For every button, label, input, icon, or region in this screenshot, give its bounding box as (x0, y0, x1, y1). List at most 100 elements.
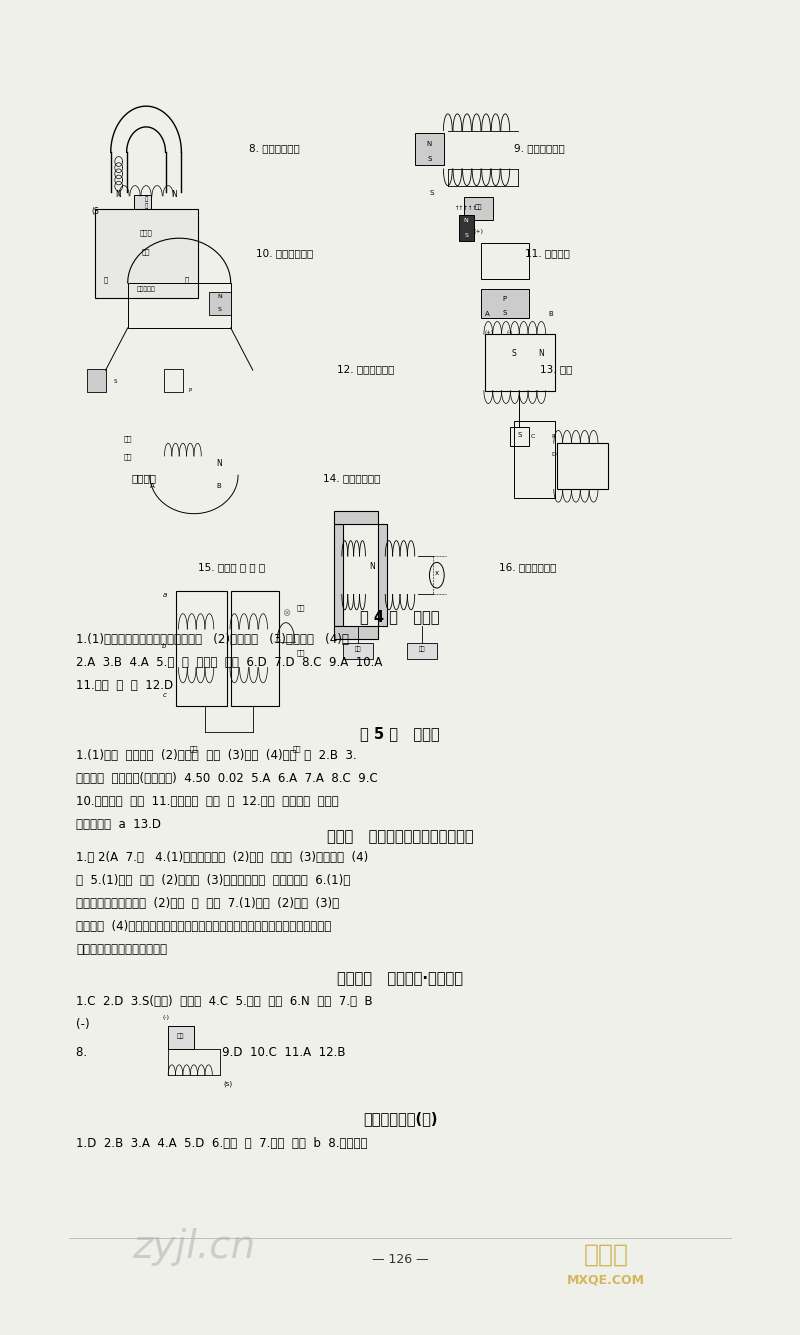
Text: 电源: 电源 (293, 746, 302, 753)
Text: 第 5 节   磁生电: 第 5 节 磁生电 (360, 726, 440, 741)
Text: N: N (171, 190, 178, 199)
Text: x: x (434, 570, 439, 575)
Text: (-): (-) (162, 1015, 170, 1020)
Text: 11.磁场  力  会  12.D: 11.磁场 力 会 12.D (76, 680, 174, 692)
Text: 8.                                    9.D  10.C  11.A  12.B: 8. 9.D 10.C 11.A 12.B (76, 1045, 346, 1059)
Text: 11. 解：如图: 11. 解：如图 (525, 248, 570, 259)
Text: 专题八   电磁现象的辨析与电磁实验: 专题八 电磁现象的辨析与电磁实验 (326, 829, 474, 844)
Text: N: N (216, 459, 222, 469)
Text: (-): (-) (506, 330, 513, 335)
Bar (464, 198, 494, 220)
Text: 14. 解：如图所示: 14. 解：如图所示 (322, 473, 380, 483)
Text: B: B (216, 483, 221, 489)
Bar (407, 643, 437, 658)
Text: ↑↑↑↑↑: ↑↑↑↑↑ (454, 206, 478, 211)
Bar (128, 283, 230, 328)
Text: 1.C  2.D  3.S(或南)  地磁场  4.C  5.偏转  磁场  6.N  北方  7.磁  B: 1.C 2.D 3.S(或南) 地磁场 4.C 5.偏转 磁场 6.N 北方 7… (76, 995, 373, 1008)
Text: 电源: 电源 (177, 1033, 185, 1039)
Bar (168, 1027, 194, 1049)
Text: 转: 转 (103, 276, 108, 283)
Text: 15. 解：如 图 所 示: 15. 解：如 图 所 示 (198, 562, 265, 573)
Text: S: S (518, 431, 522, 438)
Bar (134, 195, 151, 211)
Text: D: D (551, 453, 556, 457)
Text: S: S (464, 232, 468, 238)
Bar (459, 215, 474, 240)
Bar (334, 511, 378, 523)
Text: 转化为电能  a  13.D: 转化为电能 a 13.D (76, 818, 161, 832)
Bar (485, 334, 554, 391)
Bar (514, 422, 554, 498)
Text: 动: 动 (185, 276, 189, 283)
Text: 第 4 节   电动机: 第 4 节 电动机 (360, 609, 440, 625)
Bar (510, 427, 529, 446)
Text: 电器: 电器 (419, 646, 426, 651)
Text: S: S (430, 190, 434, 196)
Text: 电源: 电源 (475, 204, 482, 210)
Bar (209, 292, 230, 315)
Bar (87, 368, 106, 392)
Text: (s): (s) (223, 1080, 233, 1087)
Bar (414, 134, 444, 166)
Text: S: S (218, 307, 222, 312)
Text: 1.甲 2(A  7.乙   4.(1)深入了解磁场  (2)磁场  奥斯特  (3)电流方向  (4): 1.甲 2(A 7.乙 4.(1)深入了解磁场 (2)磁场 奥斯特 (3)电流方… (76, 850, 369, 864)
Text: 16. 解：如图所示: 16. 解：如图所示 (499, 562, 557, 573)
Text: C: C (531, 434, 535, 439)
Text: (+): (+) (485, 330, 494, 335)
Text: MXQE.COM: MXQE.COM (567, 1274, 645, 1287)
Text: B: B (549, 311, 554, 318)
Text: N: N (218, 295, 222, 299)
Text: N: N (115, 190, 121, 199)
Text: ⊗: ⊗ (282, 609, 290, 618)
Bar (175, 590, 227, 706)
Text: 优生培养计划(三): 优生培养计划(三) (362, 1111, 438, 1127)
Text: 电源: 电源 (190, 746, 198, 753)
Text: N: N (369, 562, 375, 571)
Text: 1.(1)电流  电流方向  (2)不偏转  偏转  (3)切割  (4)机械  电  2.B  3.: 1.(1)电流 电流方向 (2)不偏转 偏转 (3)切割 (4)机械 电 2.B… (76, 749, 357, 762)
Text: 如图所示: 如图所示 (131, 473, 156, 483)
Text: 磁近: 磁近 (124, 435, 133, 442)
Text: 观察电流表指针偏转幅度大小: 观察电流表指针偏转幅度大小 (76, 943, 167, 956)
Text: S: S (502, 310, 506, 316)
Text: 场对电导线有力的作用  (2)偏转  会  电源  7.(1)左右  (2)不会  (3)切: 场对电导线有力的作用 (2)偏转 会 电源 7.(1)左右 (2)不会 (3)切 (76, 897, 339, 910)
Bar (334, 523, 342, 626)
Text: 模拟发: 模拟发 (140, 230, 153, 236)
Text: 12. 解：如图所示: 12. 解：如图所示 (338, 364, 395, 374)
Text: (-): (-) (76, 1019, 90, 1031)
Text: 13. 解：: 13. 解： (540, 364, 572, 374)
Text: 电磁感应  交变电流(或交流电)  4.50  0.02  5.A  6.A  7.A  8.C  9.C: 电磁感应 交变电流(或交流电) 4.50 0.02 5.A 6.A 7.A 8.… (76, 772, 378, 785)
Text: N: N (464, 218, 469, 223)
Text: A: A (150, 483, 154, 489)
Bar (334, 626, 378, 639)
Text: N: N (427, 142, 432, 147)
Text: 乙  5.(1)磁化  也形  (2)小磁针  (3)改变电流方向  小磁针指向  6.(1)磁: 乙 5.(1)磁化 也形 (2)小磁针 (3)改变电流方向 小磁针指向 6.(1… (76, 874, 350, 886)
Text: 1.D  2.B  3.A  4.A  5.D  6.磁场  丙  7.减小  增强  b  8.左右往复: 1.D 2.B 3.A 4.A 5.D 6.磁场 丙 7.减小 增强 b 8.左… (76, 1136, 368, 1149)
Text: 远磁: 远磁 (124, 454, 133, 461)
Text: A: A (485, 311, 490, 318)
Text: b: b (162, 643, 166, 649)
Text: 8. 解：如图所示: 8. 解：如图所示 (249, 143, 300, 154)
Text: 电机: 电机 (142, 248, 150, 255)
Text: P: P (551, 434, 554, 439)
Text: 电源: 电源 (354, 646, 362, 651)
Text: 割磁感线  (4)让导体棒以相同的速度，在强弱不同的磁场中做切割磁感线运动，: 割磁感线 (4)让导体棒以相同的速度，在强弱不同的磁场中做切割磁感线运动， (76, 920, 331, 933)
Bar (481, 243, 529, 279)
Bar (481, 290, 529, 318)
Text: 答案圈: 答案圈 (583, 1243, 629, 1267)
Text: 第二十章   抗战中考·易错专攻: 第二十章 抗战中考·易错专攻 (337, 972, 463, 987)
Text: zyjl.cn: zyjl.cn (132, 1228, 255, 1266)
Text: c: c (162, 692, 166, 698)
Text: P: P (189, 388, 192, 392)
Text: 10.电磁感应  电源  11.电磁感应  机械  电  12.发电  电磁感应  机械能: 10.电磁感应 电源 11.电磁感应 机械 电 12.发电 电磁感应 机械能 (76, 796, 338, 808)
Text: a: a (162, 591, 166, 598)
Bar (94, 208, 198, 299)
Bar (165, 368, 183, 392)
Text: S: S (512, 348, 517, 358)
Text: 电
源: 电 源 (145, 196, 148, 208)
Text: S: S (114, 379, 117, 384)
Text: (S: (S (91, 207, 98, 216)
Text: 红灯: 红灯 (297, 650, 306, 657)
Text: 2.A  3.B  4.A  5.电  声  电动机  变化  6.D  7.D  8.C  9.A  10.A: 2.A 3.B 4.A 5.电 声 电动机 变化 6.D 7.D 8.C 9.A… (76, 655, 382, 669)
Bar (230, 590, 278, 706)
Text: 含盐水溶液: 含盐水溶液 (137, 286, 155, 292)
